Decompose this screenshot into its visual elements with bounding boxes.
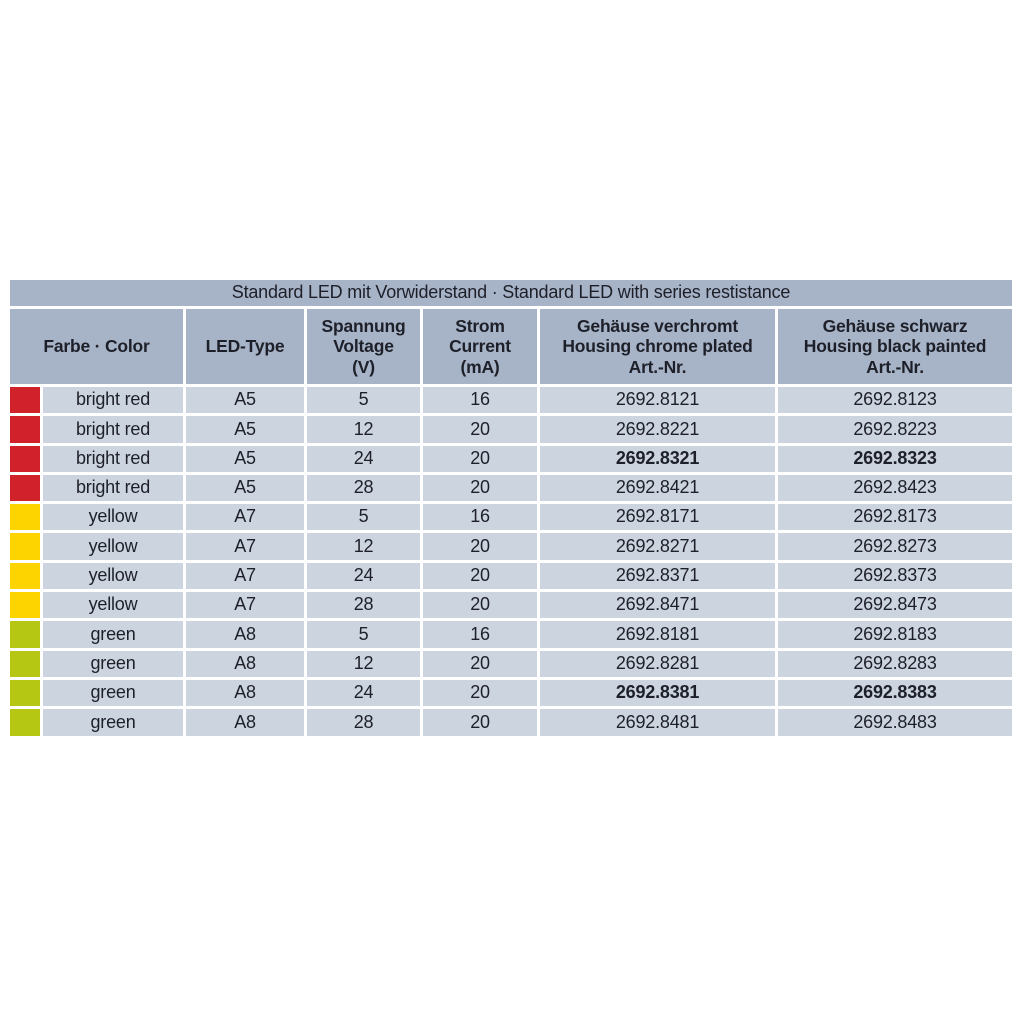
- color-swatch-icon: [10, 445, 40, 472]
- voltage-cell: 24: [307, 679, 420, 707]
- artnr-black-cell: 2692.8273: [778, 533, 1012, 560]
- color-name-cell: green: [43, 621, 183, 648]
- led-type-cell: A5: [186, 416, 304, 443]
- color-swatch-icon: [10, 679, 40, 707]
- artnr-black-cell: 2692.8173: [778, 504, 1012, 531]
- color-name-cell: green: [43, 679, 183, 707]
- color-swatch-icon: [10, 416, 40, 443]
- voltage-cell: 24: [307, 445, 420, 472]
- current-cell: 20: [423, 445, 537, 472]
- current-cell: 20: [423, 709, 537, 736]
- column-header-current: Strom Current (mA): [423, 309, 537, 384]
- table-title: Standard LED mit Vorwiderstand · Standar…: [10, 280, 1012, 306]
- color-swatch-icon: [10, 504, 40, 531]
- voltage-cell: 5: [307, 504, 420, 531]
- color-swatch-icon: [10, 621, 40, 648]
- led-type-cell: A8: [186, 650, 304, 677]
- artnr-black-cell: 2692.8373: [778, 562, 1012, 590]
- current-cell: 20: [423, 533, 537, 560]
- artnr-chrome-cell: 2692.8471: [540, 592, 775, 619]
- current-cell: 20: [423, 592, 537, 619]
- current-cell: 20: [423, 474, 537, 502]
- color-swatch-icon: [10, 387, 40, 414]
- color-name-cell: bright red: [43, 387, 183, 414]
- color-name-cell: bright red: [43, 445, 183, 472]
- led-type-cell: A5: [186, 474, 304, 502]
- color-swatch-icon: [10, 709, 40, 736]
- color-name-cell: bright red: [43, 474, 183, 502]
- artnr-black-cell: 2692.8223: [778, 416, 1012, 443]
- led-type-cell: A8: [186, 679, 304, 707]
- artnr-chrome-cell: 2692.8481: [540, 709, 775, 736]
- led-type-cell: A8: [186, 621, 304, 648]
- color-name-cell: bright red: [43, 416, 183, 443]
- led-type-cell: A5: [186, 387, 304, 414]
- voltage-cell: 5: [307, 387, 420, 414]
- color-name-cell: green: [43, 709, 183, 736]
- led-type-cell: A7: [186, 504, 304, 531]
- voltage-cell: 24: [307, 562, 420, 590]
- artnr-chrome-cell: 2692.8221: [540, 416, 775, 443]
- color-name-cell: yellow: [43, 562, 183, 590]
- led-type-cell: A5: [186, 445, 304, 472]
- artnr-black-cell: 2692.8383: [778, 679, 1012, 707]
- color-swatch-icon: [10, 474, 40, 502]
- voltage-cell: 12: [307, 650, 420, 677]
- current-cell: 16: [423, 504, 537, 531]
- voltage-cell: 12: [307, 416, 420, 443]
- voltage-cell: 28: [307, 592, 420, 619]
- artnr-chrome-cell: 2692.8321: [540, 445, 775, 472]
- led-type-cell: A7: [186, 562, 304, 590]
- column-header-color: Farbe · Color: [10, 309, 183, 384]
- current-cell: 20: [423, 416, 537, 443]
- color-name-cell: yellow: [43, 533, 183, 560]
- color-swatch-icon: [10, 592, 40, 619]
- artnr-chrome-cell: 2692.8371: [540, 562, 775, 590]
- color-name-cell: yellow: [43, 592, 183, 619]
- artnr-black-cell: 2692.8323: [778, 445, 1012, 472]
- artnr-chrome-cell: 2692.8271: [540, 533, 775, 560]
- artnr-black-cell: 2692.8423: [778, 474, 1012, 502]
- artnr-black-cell: 2692.8183: [778, 621, 1012, 648]
- color-name-cell: yellow: [43, 504, 183, 531]
- led-type-cell: A7: [186, 533, 304, 560]
- color-name-cell: green: [43, 650, 183, 677]
- current-cell: 16: [423, 387, 537, 414]
- voltage-cell: 28: [307, 474, 420, 502]
- current-cell: 20: [423, 650, 537, 677]
- led-product-table: Standard LED mit Vorwiderstand · Standar…: [10, 280, 1012, 736]
- current-cell: 16: [423, 621, 537, 648]
- led-type-cell: A8: [186, 709, 304, 736]
- led-type-cell: A7: [186, 592, 304, 619]
- current-cell: 20: [423, 562, 537, 590]
- artnr-chrome-cell: 2692.8281: [540, 650, 775, 677]
- column-header-artnr-black: Gehäuse schwarz Housing black painted Ar…: [778, 309, 1012, 384]
- color-swatch-icon: [10, 650, 40, 677]
- artnr-black-cell: 2692.8473: [778, 592, 1012, 619]
- color-swatch-icon: [10, 533, 40, 560]
- artnr-black-cell: 2692.8123: [778, 387, 1012, 414]
- artnr-black-cell: 2692.8283: [778, 650, 1012, 677]
- artnr-chrome-cell: 2692.8171: [540, 504, 775, 531]
- color-swatch-icon: [10, 562, 40, 590]
- column-header-artnr-chrome: Gehäuse verchromt Housing chrome plated …: [540, 309, 775, 384]
- voltage-cell: 28: [307, 709, 420, 736]
- artnr-chrome-cell: 2692.8181: [540, 621, 775, 648]
- artnr-chrome-cell: 2692.8421: [540, 474, 775, 502]
- voltage-cell: 5: [307, 621, 420, 648]
- artnr-black-cell: 2692.8483: [778, 709, 1012, 736]
- artnr-chrome-cell: 2692.8121: [540, 387, 775, 414]
- artnr-chrome-cell: 2692.8381: [540, 679, 775, 707]
- column-header-led-type: LED-Type: [186, 309, 304, 384]
- voltage-cell: 12: [307, 533, 420, 560]
- current-cell: 20: [423, 679, 537, 707]
- column-header-voltage: Spannung Voltage (V): [307, 309, 420, 384]
